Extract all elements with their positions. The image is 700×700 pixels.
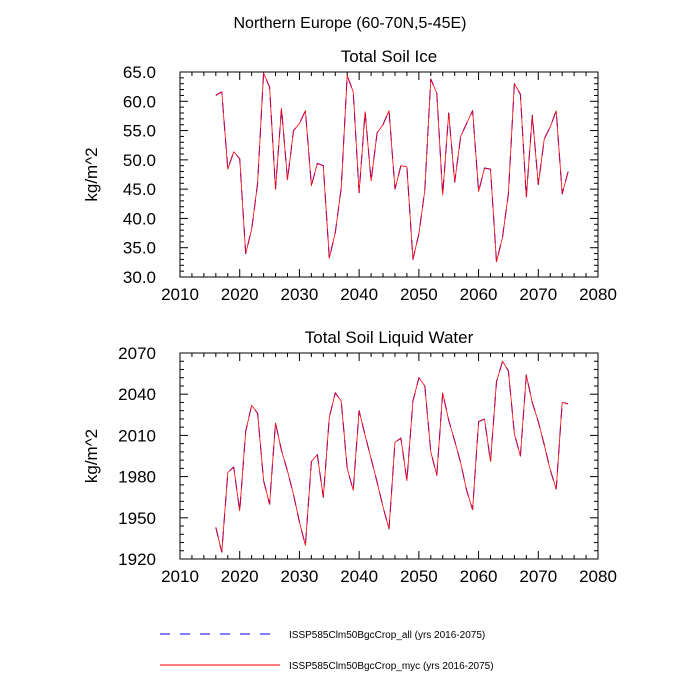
x-tick-label: 2050	[400, 567, 438, 586]
x-tick-label: 2040	[340, 567, 378, 586]
y-tick-label: 40.0	[123, 209, 156, 228]
y-tick-label: 45.0	[123, 180, 156, 199]
y-tick-label: 35.0	[123, 239, 156, 258]
x-tick-label: 2020	[221, 285, 259, 304]
y-tick-label: 2070	[118, 344, 156, 363]
x-tick-label: 2070	[519, 285, 557, 304]
legend-label-myc: ISSP585Clm50BgcCrop_myc (yrs 2016-2075)	[289, 661, 494, 672]
legend: ISSP585Clm50BgcCrop_all (yrs 2016-2075) …	[160, 630, 494, 672]
figure-title: Northern Europe (60-70N,5-45E)	[233, 15, 466, 32]
x-tick-label: 2080	[579, 567, 617, 586]
x-tick-label: 2080	[579, 285, 617, 304]
x-tick-label: 2060	[460, 285, 498, 304]
y-tick-label: 1950	[118, 509, 156, 528]
y-tick-label: 60.0	[123, 92, 156, 111]
x-tick-label: 2050	[400, 285, 438, 304]
plot-frame	[179, 352, 599, 560]
x-tick-label: 2030	[281, 285, 319, 304]
y-tick-label: 2040	[118, 385, 156, 404]
y-axis-label: kg/m^2	[82, 429, 101, 483]
y-tick-label: 1980	[118, 468, 156, 487]
series-line-all	[215, 360, 569, 553]
plot-frame	[179, 71, 599, 278]
y-tick-label: 50.0	[123, 151, 156, 170]
x-tick-label: 2070	[519, 567, 557, 586]
panel-total-soil-ice: Total Soil Ice kg/m^2 2010 2020 2030 2040 2050…	[82, 47, 617, 304]
series-line-myc	[215, 360, 569, 553]
y-tick-label: 55.0	[123, 122, 156, 141]
x-tick-label: 2010	[161, 285, 199, 304]
panel-title: Total Soil Liquid Water	[305, 328, 474, 347]
x-tick-label: 2020	[221, 567, 259, 586]
legend-label-all: ISSP585Clm50BgcCrop_all (yrs 2016-2075)	[289, 630, 485, 641]
y-tick-label: 65.0	[123, 63, 156, 82]
y-axis-label: kg/m^2	[82, 147, 101, 201]
y-tick-label: 1920	[118, 550, 156, 569]
y-tick-label: 2010	[118, 426, 156, 445]
x-tick-label: 2010	[161, 567, 199, 586]
x-tick-label: 2030	[281, 567, 319, 586]
x-tick-label: 2060	[460, 567, 498, 586]
panel-title: Total Soil Ice	[341, 47, 437, 66]
y-tick-label: 30.0	[123, 268, 156, 287]
x-tick-label: 2040	[340, 285, 378, 304]
series-line-all	[215, 72, 569, 263]
panel-total-soil-liquid-water: Total Soil Liquid Water kg/m^2 2010 2020 203…	[82, 328, 617, 586]
series-line-myc	[215, 72, 569, 263]
